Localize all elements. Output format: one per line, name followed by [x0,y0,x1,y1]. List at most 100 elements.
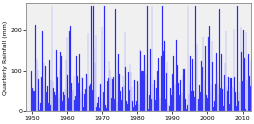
Bar [247,54,248,111]
Bar [161,56,162,111]
Bar [122,76,123,111]
Bar [68,98,69,111]
Bar [112,79,113,111]
Bar [69,31,70,111]
Bar [103,92,104,111]
Bar [93,47,94,111]
Bar [230,78,231,111]
Bar [88,110,89,111]
Bar [78,54,79,111]
Bar [187,5,188,111]
Bar [170,95,171,111]
Bar [38,79,39,111]
Bar [108,61,109,111]
Bar [124,32,125,111]
Bar [123,85,124,111]
Bar [164,99,165,111]
Bar [157,58,158,111]
Bar [249,86,250,111]
Bar [221,89,222,111]
Bar [43,63,44,111]
Bar [185,109,186,111]
Bar [96,107,97,111]
Bar [33,91,34,111]
Bar [144,66,145,111]
Bar [233,77,234,111]
Bar [196,44,197,111]
Bar [47,86,48,111]
Bar [49,60,50,111]
Bar [95,34,96,111]
Bar [186,105,187,111]
Bar [241,81,242,111]
Bar [87,33,88,111]
Bar [73,76,74,111]
Bar [75,96,76,111]
Bar [39,110,40,111]
Bar [244,109,245,111]
Bar [55,95,56,111]
Bar [215,53,216,111]
Bar [214,84,215,111]
Bar [159,98,160,111]
Bar [166,62,167,111]
Bar [205,95,206,111]
Bar [100,102,101,111]
Bar [130,72,131,111]
Bar [136,81,137,111]
Bar [237,101,238,111]
Bar [121,87,122,111]
Bar [80,92,81,111]
Bar [117,61,118,111]
Bar [72,90,73,111]
Bar [178,95,179,111]
Bar [234,92,235,111]
Bar [102,100,103,111]
Bar [150,99,151,111]
Bar [92,5,93,111]
Bar [46,92,47,111]
Bar [98,97,99,111]
Bar [118,54,119,111]
Bar [40,103,41,111]
Bar [236,5,237,111]
Bar [110,77,111,111]
Bar [210,85,211,111]
Bar [44,82,45,111]
Bar [208,26,209,111]
Bar [48,103,49,111]
Bar [147,5,148,111]
Bar [143,55,144,111]
Bar [223,75,224,111]
Bar [59,67,60,111]
Bar [63,92,64,111]
Bar [74,100,75,111]
Bar [145,74,146,111]
Bar [171,74,172,111]
Bar [190,91,191,111]
Bar [222,106,223,111]
Bar [184,99,185,111]
Bar [188,94,189,111]
Bar [81,77,82,111]
Bar [202,37,203,111]
Bar [228,104,229,111]
Bar [172,56,173,111]
Bar [199,92,200,111]
Bar [111,98,112,111]
Bar [216,72,217,111]
Bar [235,106,236,111]
Bar [201,67,202,111]
Bar [158,95,159,111]
Bar [115,72,116,111]
Bar [45,66,46,111]
Bar [146,91,147,111]
Bar [160,105,161,111]
Bar [165,73,166,111]
Bar [61,56,62,111]
Bar [83,107,84,111]
Bar [238,92,239,111]
Bar [243,58,244,111]
Bar [97,103,98,111]
Bar [180,98,181,111]
